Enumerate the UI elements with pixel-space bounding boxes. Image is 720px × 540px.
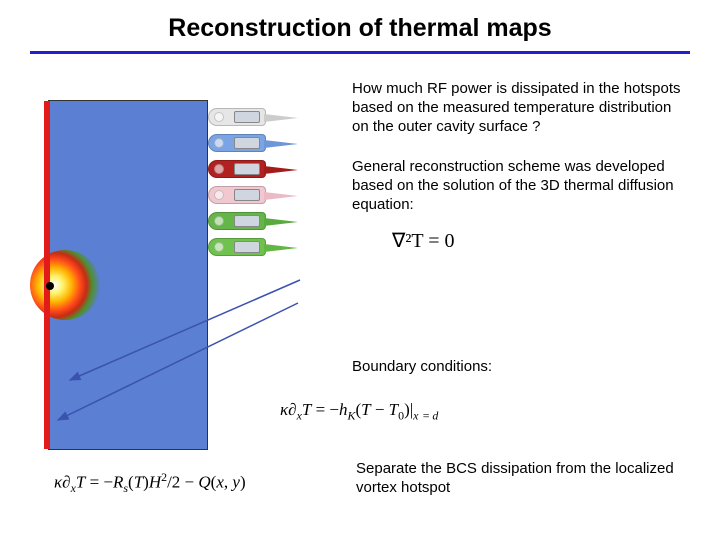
thermometer-group: [208, 105, 308, 261]
inner-surface-bar: [44, 101, 50, 449]
hotspot-gradient: [30, 250, 100, 320]
thermometer-icon: [208, 183, 308, 207]
hotspot-center-dot: [46, 282, 54, 290]
boundary-equation-left: κ∂xT = −Rs(T)H2/2 − Q(x, y): [54, 470, 246, 496]
laplace-equation: ∇²T = 0: [392, 229, 692, 254]
boundary-equation-right: κ∂xT = −hK(T − T0)|x = d: [280, 400, 438, 423]
text-column: How much RF power is dissipated in the h…: [352, 80, 692, 284]
thermometer-icon: [208, 131, 308, 155]
thermometer-icon: [208, 209, 308, 233]
boundary-conditions-label: Boundary conditions:: [352, 358, 492, 375]
separate-note: Separate the BCS dissipation from the lo…: [356, 460, 676, 498]
question-text: How much RF power is dissipated in the h…: [352, 80, 692, 136]
thermometer-icon: [208, 105, 308, 129]
thermometer-icon: [208, 157, 308, 181]
thermometer-icon: [208, 235, 308, 259]
title-underline: [30, 51, 690, 54]
scheme-text: General reconstruction scheme was develo…: [352, 158, 692, 214]
slide-title: Reconstruction of thermal maps: [0, 0, 720, 51]
